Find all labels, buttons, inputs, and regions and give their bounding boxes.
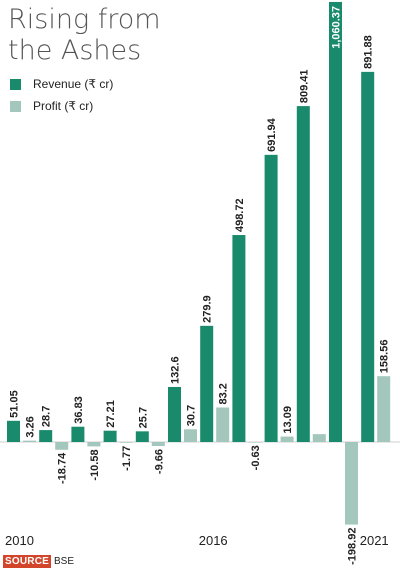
- revenue-bar: [135, 431, 149, 442]
- profit-bar: [280, 436, 294, 442]
- revenue-bar: [232, 235, 246, 442]
- revenue-value-label: 279.9: [202, 295, 214, 323]
- profit-bar: [55, 442, 69, 450]
- profit-bar: [184, 429, 197, 442]
- revenue-value-label: 691.94: [266, 117, 278, 152]
- revenue-bar: [168, 386, 181, 442]
- profit-value-label: 3.26: [25, 416, 37, 437]
- profit-value-label: -1.77: [121, 446, 133, 471]
- legend-item-revenue: Revenue (₹ cr): [10, 74, 113, 94]
- revenue-value-label: 132.6: [170, 356, 182, 384]
- source-note: SOURCE BSE: [3, 555, 74, 568]
- x-tick-label: 2021: [360, 533, 389, 548]
- revenue-value-label: 809.41: [298, 69, 310, 103]
- revenue-bar: [200, 325, 214, 442]
- profit-bar: [377, 376, 391, 442]
- profit-bar: [312, 434, 326, 442]
- profit-value-label: -9.66: [153, 449, 165, 474]
- chart-title: Rising from the Ashes: [8, 4, 161, 66]
- profit-value-label: 158.56: [379, 340, 391, 374]
- revenue-bar: [296, 106, 310, 442]
- legend-label-revenue: Revenue (₹ cr): [33, 77, 114, 91]
- x-tick-label: 2010: [5, 533, 34, 548]
- legend-item-profit: Profit (₹ cr): [10, 96, 113, 116]
- revenue-value-label: 891.88: [363, 35, 375, 69]
- profit-value-label: -0.63: [250, 445, 262, 470]
- x-tick-label: 2016: [199, 533, 228, 548]
- profit-bar: [248, 442, 262, 443]
- revenue-value-label: 25.7: [137, 407, 149, 428]
- profit-bar: [345, 442, 358, 525]
- profit-value-label: 30.7: [186, 405, 198, 426]
- revenue-bar: [39, 430, 53, 442]
- revenue-value-label: 28.7: [41, 406, 53, 427]
- source-tag: SOURCE: [3, 555, 51, 568]
- revenue-value-label: 498.72: [234, 198, 246, 232]
- profit-bar: [87, 442, 101, 447]
- revenue-bar: [7, 420, 20, 442]
- revenue-value-label: 36.83: [73, 396, 85, 424]
- profit-value-label: 83.2: [218, 383, 230, 404]
- revenue-value-label: 51.05: [9, 390, 21, 418]
- revenue-value-label: 1,060.37: [331, 6, 343, 49]
- revenue-bar: [103, 430, 117, 442]
- legend-label-profit: Profit (₹ cr): [33, 99, 94, 113]
- revenue-bar: [71, 426, 85, 442]
- revenue-bar: [329, 1, 342, 443]
- source-value: BSE: [53, 556, 74, 567]
- revenue-bar: [361, 71, 375, 442]
- profit-bar: [216, 407, 230, 442]
- profit-value-label: -198.92: [347, 528, 359, 565]
- profit-bar: [119, 442, 133, 443]
- profit-swatch: [10, 100, 21, 112]
- revenue-value-label: 27.21: [105, 400, 117, 428]
- title-line-1: Rising from: [8, 4, 161, 35]
- profit-bar: [151, 442, 165, 447]
- title-line-2: the Ashes: [8, 35, 142, 66]
- profit-bar: [23, 440, 36, 442]
- legend: Revenue (₹ cr) Profit (₹ cr): [10, 74, 113, 116]
- profit-value-label: 13.09: [282, 406, 294, 434]
- revenue-bar: [264, 154, 278, 442]
- revenue-swatch: [10, 78, 21, 90]
- profit-value-label: -18.74: [57, 452, 69, 484]
- profit-value-label: -10.58: [89, 449, 101, 480]
